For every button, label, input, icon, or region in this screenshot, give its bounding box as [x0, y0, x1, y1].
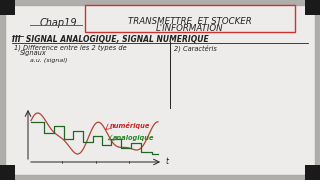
Text: numérique: numérique: [110, 122, 150, 129]
Bar: [305, 0, 320, 15]
Text: analogique: analogique: [113, 135, 155, 141]
Bar: [305, 165, 320, 180]
FancyBboxPatch shape: [85, 5, 295, 32]
Text: 2) Caractéris: 2) Caractéris: [174, 44, 217, 51]
Text: III  SIGNAL ANALOGIQUE, SIGNAL NUMERIQUE: III SIGNAL ANALOGIQUE, SIGNAL NUMERIQUE: [12, 35, 209, 44]
Bar: [0, 165, 15, 180]
Text: Signaux: Signaux: [20, 50, 47, 56]
Text: TRANSMETTRE  ET STOCKER: TRANSMETTRE ET STOCKER: [128, 17, 252, 26]
Text: L'INFORMATION: L'INFORMATION: [156, 24, 224, 33]
Text: Chap19: Chap19: [39, 18, 77, 28]
Text: a.u. (signal): a.u. (signal): [30, 58, 68, 63]
Text: 1) Difference entre les 2 types de: 1) Difference entre les 2 types de: [14, 44, 127, 51]
Text: t: t: [166, 158, 169, 166]
Bar: [0, 0, 15, 15]
